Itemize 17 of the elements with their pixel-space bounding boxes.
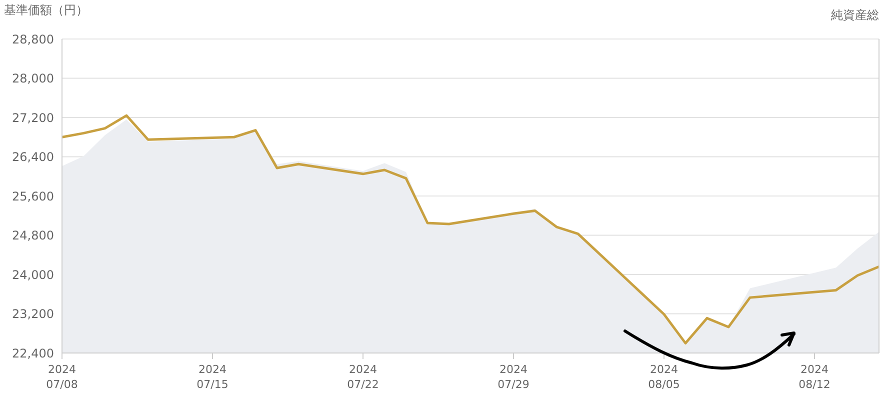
y-tick-label: 25,600: [12, 189, 54, 204]
x-tick-label: 2024 07/29: [498, 363, 530, 391]
y-tick-label: 24,000: [12, 268, 54, 282]
y-tick-label: 26,400: [12, 150, 54, 164]
y2-axis-title: 純資産総: [831, 7, 879, 24]
y-tick-label: 28,800: [12, 32, 54, 46]
x-tick-label: 2024 08/05: [648, 363, 680, 391]
x-tick-label: 2024 08/12: [798, 363, 830, 391]
y-tick-label: 24,800: [12, 228, 54, 243]
y-tick-label: 22,400: [12, 346, 54, 360]
y-tick-label: 28,000: [12, 72, 54, 86]
y-axis-title: 基準価額（円）: [4, 2, 88, 19]
x-tick-label: 2024 07/22: [347, 363, 379, 391]
y-tick-label: 27,200: [12, 110, 54, 125]
x-tick-label: 2024 07/08: [46, 363, 78, 391]
x-tick-label: 2024 07/15: [196, 363, 228, 391]
y-tick-label: 23,200: [12, 307, 54, 322]
